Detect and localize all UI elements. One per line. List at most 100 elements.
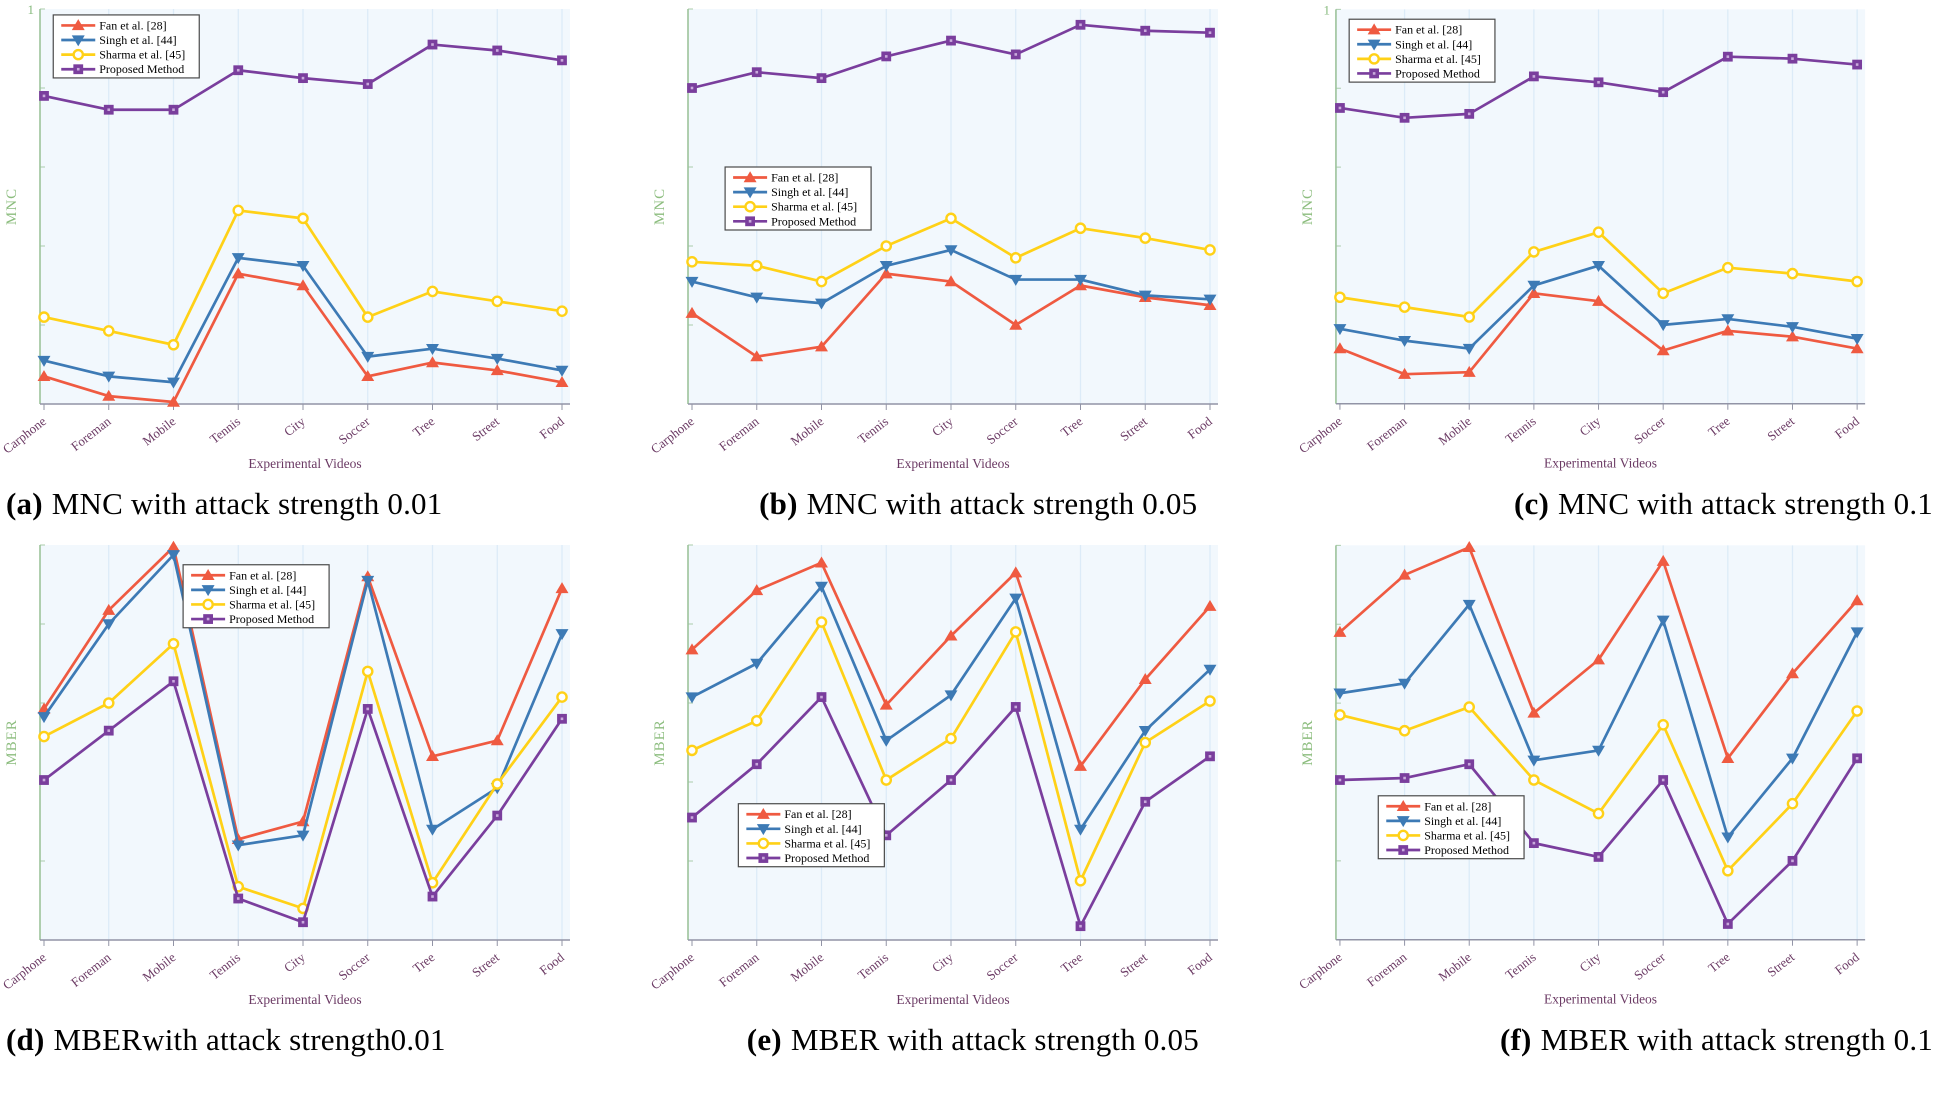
x-tick-label: Tree	[410, 413, 438, 439]
square-marker-center	[1726, 922, 1730, 926]
legend-label: Fan et al. [28]	[99, 18, 166, 32]
circle-marker	[1657, 719, 1669, 731]
circle-marker	[556, 305, 568, 317]
triangle-up-marker	[1656, 554, 1670, 566]
triangle-up-marker	[815, 556, 828, 568]
chart-canvas: Carphone Foreman Mobile Tennis City Soccer Tre…	[1296, 541, 1866, 1007]
plot-area	[1335, 545, 1866, 940]
legend-label: Singh et al. [44]	[99, 33, 176, 47]
circle-marker	[1528, 246, 1540, 258]
circle-marker	[1398, 724, 1411, 737]
triangle-down-marker	[1138, 725, 1152, 737]
x-tick-label: Soccer	[983, 413, 1021, 447]
figure-panel: 1 Carphone Foreman Mobile Tennis City Soccer Tr…	[0, 2, 1943, 1058]
circle-marker	[297, 212, 309, 225]
square-marker-center	[1467, 112, 1471, 116]
x-tick-label: Carphone	[0, 949, 49, 992]
x-tick-label: City	[281, 413, 308, 439]
triangle-down-marker	[1009, 593, 1023, 605]
circle-marker	[102, 697, 115, 709]
square-marker-center	[1372, 72, 1376, 75]
square-marker-center	[1855, 757, 1859, 760]
legend: Fan et al. [28]Singh et al. [44]Sharma e…	[724, 166, 872, 231]
legend-label: Sharma et al. [45]	[784, 836, 870, 850]
square-marker-center	[690, 816, 694, 819]
circle-marker	[426, 285, 439, 298]
triangle-down-marker	[1367, 39, 1381, 51]
y-axis-title: MNC	[652, 188, 668, 225]
triangle-down-marker	[1398, 335, 1412, 347]
circle-marker	[1009, 252, 1022, 264]
caption-e: (e) MBER with attack strength 0.05	[747, 1022, 1199, 1058]
legend-label: Proposed Method	[229, 612, 314, 626]
circle-marker	[1204, 244, 1216, 256]
triangle-up-marker	[490, 364, 504, 376]
x-tick-label: City	[929, 949, 956, 975]
x-tick-label: Foreman	[1364, 949, 1410, 990]
triangle-up-marker	[71, 19, 85, 31]
square-marker-center	[1014, 705, 1018, 709]
triangle-up-marker	[1527, 287, 1541, 299]
square-marker-center	[884, 55, 888, 58]
square-marker-center	[366, 707, 370, 711]
circle-marker	[880, 240, 893, 252]
x-tick-label: Mobile	[788, 949, 827, 984]
triangle-down-marker	[361, 351, 375, 363]
square-marker-center	[762, 856, 765, 860]
caption-f: (f) MBER with attack strength 0.1	[1500, 1022, 1933, 1058]
x-tick-label: City	[1577, 413, 1604, 439]
x-tick-label: Street	[1764, 949, 1797, 980]
circle-marker	[1592, 807, 1605, 820]
triangle-down-marker	[201, 585, 215, 597]
x-tick-label: Food	[1185, 949, 1216, 978]
circle-marker	[1786, 267, 1799, 280]
triangle-up-marker	[1786, 667, 1799, 679]
triangle-up-marker	[37, 370, 51, 382]
x-axis-title: Experimental Videos	[1544, 456, 1657, 471]
triangle-down-marker	[71, 35, 85, 47]
square-marker-center	[755, 70, 759, 74]
caption-row-mnc: (a) MNC with attack strength 0.01 (b) MNC …	[0, 486, 1943, 522]
circle-marker	[1139, 736, 1152, 749]
caption-tag: (e)	[746, 1022, 782, 1057]
x-tick-label: Mobile	[788, 413, 827, 448]
triangle-down-marker	[426, 824, 439, 836]
square-marker-center	[236, 897, 240, 900]
square-marker-center	[1532, 75, 1536, 78]
series-singh	[37, 253, 569, 389]
caption-a: (a) MNC with attack strength 0.01	[6, 486, 442, 522]
triangle-down-marker	[1721, 314, 1735, 326]
legend: Fan et al. [28]Singh et al. [44]Sharma e…	[182, 564, 330, 629]
triangle-up-marker	[879, 698, 893, 710]
square-marker-center	[431, 43, 434, 46]
x-tick-label: Foreman	[68, 413, 114, 454]
square-marker-center	[1143, 29, 1147, 33]
square-marker-center	[495, 814, 499, 817]
circle-marker	[361, 665, 374, 678]
triangle-down-marker	[1333, 688, 1347, 700]
series-sharma	[38, 637, 568, 915]
x-axis-title: Experimental Videos	[1544, 992, 1657, 1007]
x-tick-label: Tree	[1058, 413, 1086, 439]
triangle-up-marker	[1138, 673, 1152, 684]
circle-marker	[1074, 222, 1087, 235]
square-marker-center	[107, 108, 111, 112]
triangle-down-marker	[1592, 745, 1605, 757]
x-tick-label: Tennis	[855, 950, 891, 983]
square-marker-center	[1401, 848, 1405, 852]
square-marker-center	[42, 94, 46, 98]
circle-marker	[491, 295, 504, 308]
circle-marker	[1851, 705, 1863, 717]
x-tick-label: Tennis	[1502, 413, 1538, 446]
triangle-down-marker	[296, 830, 310, 842]
caption-text: MNC with attack strength 0.1	[1558, 486, 1933, 521]
x-tick-label: Tree	[410, 949, 438, 975]
circle-marker	[72, 48, 85, 61]
x-tick-label: Tennis	[207, 950, 243, 983]
square-marker-center	[1208, 755, 1212, 758]
x-tick-label: Tennis	[855, 414, 891, 447]
circle-marker	[232, 204, 245, 217]
x-tick-label: Tennis	[1502, 949, 1538, 982]
legend: Fan et al. [28]Singh et al. [44]Sharma e…	[1348, 18, 1496, 83]
y-axis-title: MBER	[652, 719, 668, 766]
